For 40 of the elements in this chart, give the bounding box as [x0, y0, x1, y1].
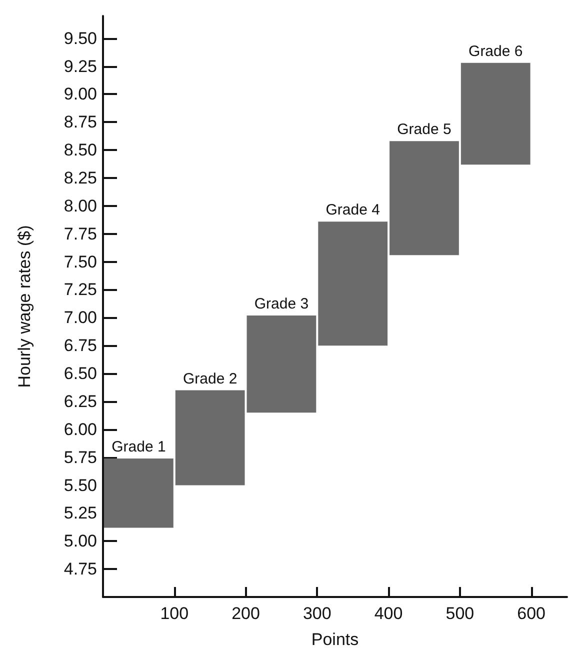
y-tick-label: 5.00	[64, 532, 97, 551]
bar	[390, 141, 459, 256]
y-axis-title: Hourly wage rates ($)	[15, 225, 34, 388]
bar	[175, 390, 245, 486]
y-tick-label: 5.50	[64, 476, 97, 495]
y-tick-label: 8.00	[64, 196, 97, 216]
y-tick-label: 6.00	[64, 420, 97, 439]
y-tick-label: 9.00	[64, 84, 97, 104]
y-tick-label: 7.75	[64, 224, 97, 244]
y-tick-label: 6.75	[64, 336, 97, 356]
annotation: Grade 3	[254, 295, 309, 312]
x-tick-label: 500	[446, 604, 474, 623]
y-tick-label: 8.75	[64, 112, 97, 132]
annotation: Grade 1	[112, 438, 166, 456]
annotation: Grade 2	[182, 370, 238, 388]
y-tick-label: 9.25	[64, 56, 97, 76]
bar	[246, 315, 316, 413]
x-tick-label: 200	[232, 604, 260, 623]
y-tick-label: 9.50	[64, 28, 97, 48]
annotation: Grade 4	[326, 202, 380, 219]
y-tick-label: 6.25	[64, 392, 97, 411]
bar	[104, 458, 174, 528]
x-tick-label: 100	[160, 604, 189, 623]
bar	[460, 62, 530, 165]
x-tick-label: 400	[374, 604, 403, 623]
annotation: Grade 5	[397, 121, 452, 138]
y-tick-label: 8.50	[64, 140, 97, 160]
annotation: Grade 6	[468, 42, 523, 60]
y-tick-label: 7.50	[64, 252, 97, 272]
y-tick-label: 7.25	[64, 280, 97, 300]
y-tick-label: 7.00	[64, 308, 97, 328]
y-tick-label: 6.50	[64, 364, 97, 384]
y-tick-label: 5.25	[64, 504, 97, 523]
y-tick-label: 5.75	[64, 448, 97, 467]
x-axis-title: Points	[311, 630, 359, 649]
x-tick-label: 600	[517, 604, 546, 623]
bar	[318, 222, 388, 346]
y-tick-label: 4.75	[64, 560, 97, 579]
y-tick-label: 8.25	[64, 168, 97, 188]
x-tick-label: 300	[302, 604, 332, 623]
